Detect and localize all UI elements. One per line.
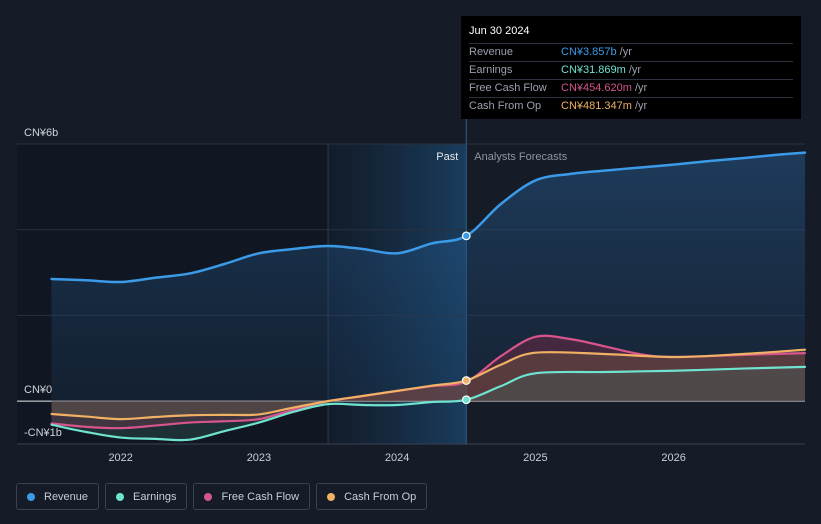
- tooltip-value: CN¥31.869m: [561, 64, 626, 76]
- cfo-dot-icon: [327, 492, 336, 501]
- tooltip-value: CN¥3.857b: [561, 46, 617, 58]
- tooltip-unit: /yr: [619, 46, 632, 58]
- tooltip-unit: /yr: [628, 64, 642, 76]
- fcf-area: [51, 335, 806, 429]
- text-layer: CN¥6b CN¥0 -CN¥1b 2022 2023 2024 2025 2026 Past A…: [24, 127, 686, 464]
- cfo-marker: [461, 376, 471, 385]
- legend-label: Earnings: [133, 490, 177, 503]
- revenue-line: [50, 151, 807, 284]
- x-tick-label: 2023: [247, 452, 271, 464]
- revenue-marker: [461, 231, 471, 241]
- tooltip-row-revenue: Revenue CN¥3.857b /yr: [469, 44, 793, 62]
- x-tick-label: 2025: [523, 452, 547, 464]
- earnings-line: [50, 365, 807, 442]
- revenue-dot-icon: [27, 492, 35, 501]
- cfo-line: [50, 348, 807, 421]
- legend: Revenue Earnings Free Cash Flow Cash Fro…: [16, 483, 428, 510]
- legend-item-fcf[interactable]: Free Cash Flow: [193, 483, 311, 510]
- x-tick-label: 2024: [385, 452, 409, 464]
- chart-canvas: CN¥6b CN¥0 -CN¥1b 2022 2023 2024 2025 2026 Past A…: [17, 16, 807, 464]
- legend-item-earnings[interactable]: Earnings: [105, 483, 188, 510]
- legend-label: Free Cash Flow: [221, 490, 300, 503]
- tooltip-panel: Jun 30 2024 Revenue CN¥3.857b /yr Earnin…: [461, 16, 801, 119]
- tooltip-value: CN¥481.347m: [561, 100, 632, 112]
- lines-layer: [50, 151, 807, 442]
- tooltip-label: Cash From Op: [469, 100, 542, 112]
- tooltip-row-earnings: Earnings CN¥31.869m /yr: [469, 62, 793, 80]
- earnings-marker: [461, 395, 471, 405]
- y-tick-label-neg1b: -CN¥1b: [24, 427, 62, 439]
- tooltip-row-cfo: Cash From Op CN¥481.347m /yr: [469, 98, 793, 115]
- x-tick-label: 2022: [108, 452, 132, 464]
- legend-item-cfo[interactable]: Cash From Op: [316, 483, 428, 510]
- legend-label: Cash From Op: [344, 490, 417, 503]
- tooltip-row-fcf: Free Cash Flow CN¥454.620m /yr: [469, 80, 793, 98]
- cfo-area: [51, 349, 806, 420]
- tooltip-label: Free Cash Flow: [469, 82, 547, 94]
- tooltip-unit: /yr: [634, 82, 648, 94]
- legend-label: Revenue: [44, 490, 89, 503]
- y-tick-label-6b: CN¥6b: [24, 127, 58, 139]
- tooltip-unit: /yr: [634, 100, 648, 112]
- tooltip-value: CN¥454.620m: [561, 82, 632, 94]
- forecast-label: Analysts Forecasts: [474, 151, 567, 163]
- x-tick-label: 2026: [661, 452, 685, 464]
- fcf-dot-icon: [204, 492, 213, 501]
- y-tick-label-0: CN¥0: [24, 384, 52, 396]
- past-label: Past: [436, 151, 458, 163]
- tooltip-label: Revenue: [469, 46, 514, 58]
- revenue-area: [51, 152, 806, 402]
- tooltip-label: Earnings: [469, 64, 513, 76]
- tooltip-date: Jun 30 2024: [469, 23, 793, 44]
- legend-item-revenue[interactable]: Revenue: [16, 483, 100, 510]
- earnings-dot-icon: [116, 492, 125, 501]
